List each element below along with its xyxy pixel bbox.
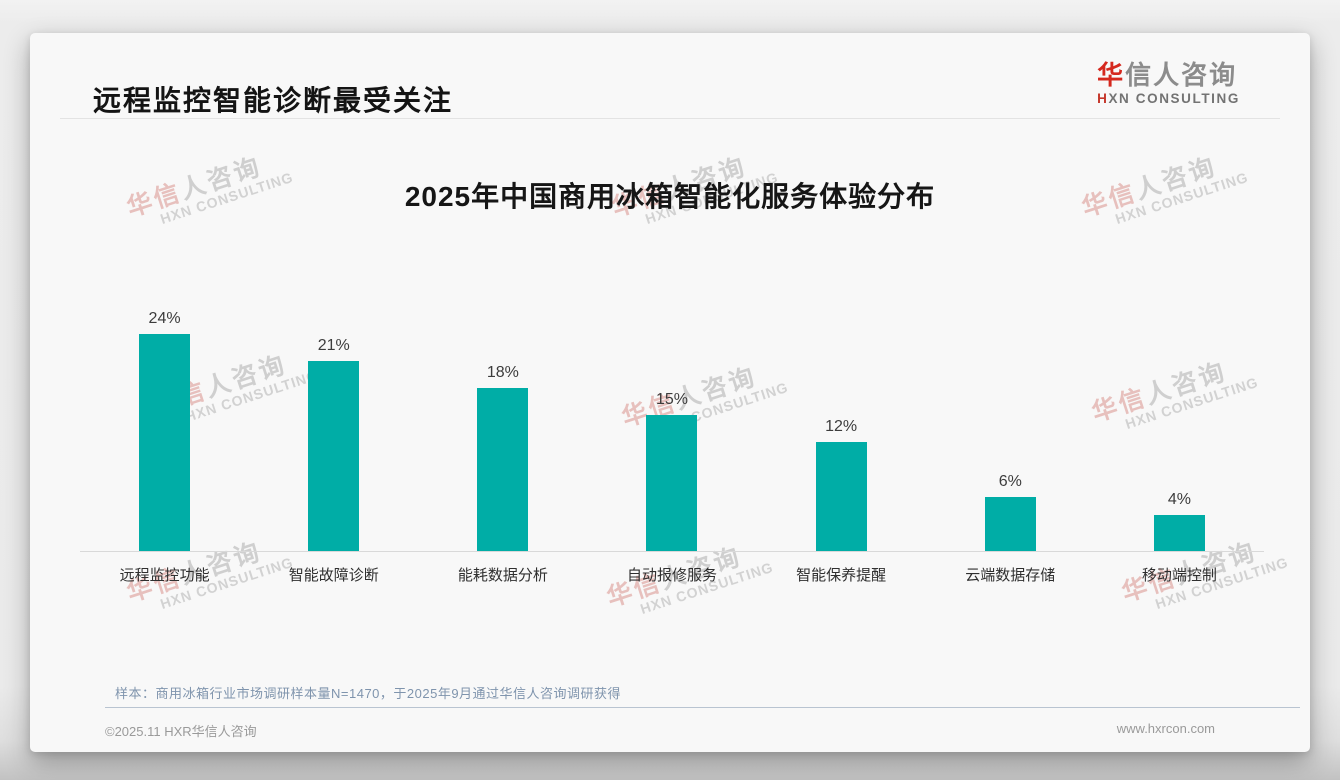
bar-value-label: 24% xyxy=(148,310,181,327)
bar xyxy=(646,415,698,551)
logo-english-text: HXN CONSULTING xyxy=(1097,90,1240,106)
bar-value-label: 21% xyxy=(317,337,350,354)
bar-column: 24% xyxy=(80,310,249,551)
bar-column: 15% xyxy=(587,391,756,551)
logo-chinese-text: 华信人咨询 xyxy=(1097,60,1238,90)
bar-column: 6% xyxy=(926,473,1095,551)
x-axis-line xyxy=(80,551,1264,552)
bar-column: 4% xyxy=(1095,491,1264,551)
category-label: 远程监控功能 xyxy=(119,567,210,584)
bar xyxy=(139,334,191,551)
slide-card: 华信人咨询 HXN CONSULTING 华信人咨询 HXN CONSULTIN… xyxy=(30,33,1310,752)
category-labels: 远程监控功能 智能故障诊断 能耗数据分析 自动报修服务 智能保养提醒 云端数据存… xyxy=(80,564,1264,585)
bar xyxy=(815,442,867,551)
bar-chart: 24% 21% 18% 15% 12% 6% 4% xyxy=(80,307,1264,551)
bar-value-label: 12% xyxy=(825,418,858,435)
bar xyxy=(477,388,529,551)
bar xyxy=(984,497,1036,551)
bar-value-label: 6% xyxy=(998,473,1022,490)
website-url: www.hxrcon.com xyxy=(1116,721,1215,736)
bar-column: 18% xyxy=(418,364,587,551)
page-title: 远程监控智能诊断最受关注 xyxy=(93,85,454,116)
footer-divider xyxy=(105,707,1300,708)
bar-column: 21% xyxy=(249,337,418,551)
copyright-text: ©2025.11 HXR华信人咨询 xyxy=(105,724,257,739)
category-label: 智能保养提醒 xyxy=(796,567,887,584)
category-label: 自动报修服务 xyxy=(626,567,717,584)
bar-value-label: 4% xyxy=(1167,491,1191,508)
header-divider xyxy=(60,118,1280,119)
category-label: 云端数据存储 xyxy=(965,567,1056,584)
category-label: 智能故障诊断 xyxy=(288,567,379,584)
category-label: 移动端控制 xyxy=(1141,567,1217,584)
bar-value-label: 15% xyxy=(655,391,688,408)
bar-value-label: 18% xyxy=(486,364,519,381)
bar-column: 12% xyxy=(757,418,926,551)
company-logo: 华信人咨询 HXN CONSULTING xyxy=(1097,61,1240,106)
chart-title: 2025年中国商用冰箱智能化服务体验分布 xyxy=(404,181,936,212)
sample-footnote: 样本：商用冰箱行业市场调研样本量N=1470，于2025年9月通过华信人咨询调研… xyxy=(115,686,622,701)
bar xyxy=(1153,515,1205,551)
category-label: 能耗数据分析 xyxy=(457,567,548,584)
bar xyxy=(308,361,360,551)
